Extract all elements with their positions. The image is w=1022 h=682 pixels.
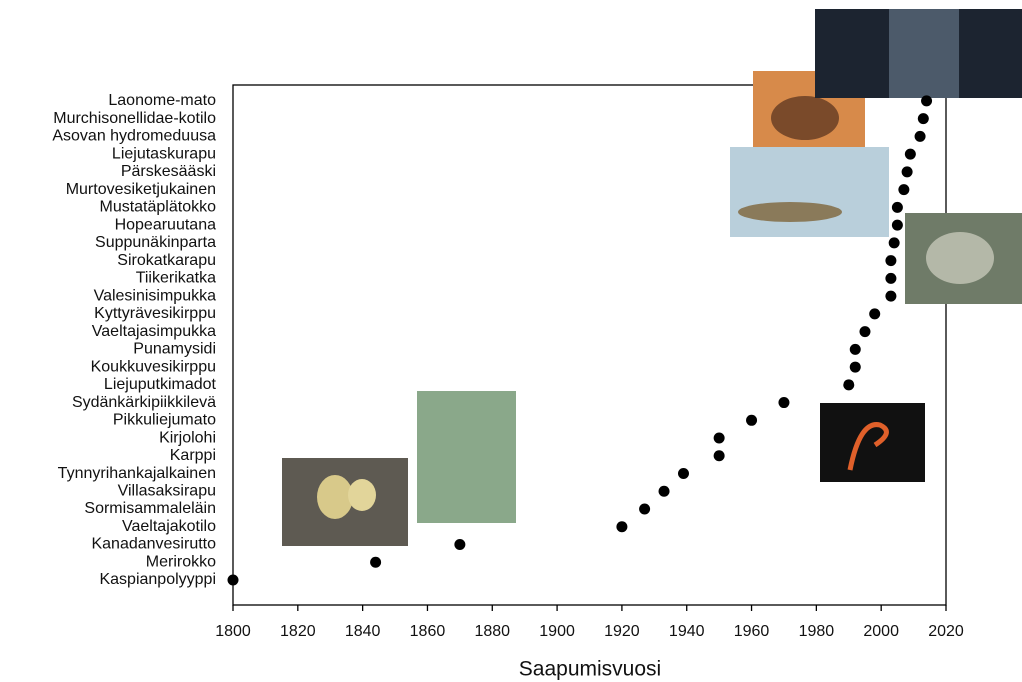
photo [730, 147, 889, 237]
dot [778, 397, 789, 408]
y-tick-label: Mustatäplätokko [99, 199, 216, 216]
dot [898, 184, 909, 195]
y-tick-label: Tynnyrihankajalkainen [58, 465, 216, 482]
dot [892, 202, 903, 213]
dot [659, 486, 670, 497]
photo-detail [738, 202, 842, 222]
y-tick-label: Laonome-mato [108, 92, 216, 109]
photo-detail [926, 232, 994, 284]
chart: Saapumisvuosi 1800 1820 1840 1860 1880 1900 19… [0, 0, 1022, 682]
y-tick-label: Karppi [170, 447, 216, 464]
dot [889, 237, 900, 248]
y-tick-label: Murchisonellidae-kotilo [53, 110, 216, 127]
x-tick-label: 2020 [928, 623, 964, 640]
x-tick-label: 1800 [215, 623, 251, 640]
y-tick-label: Suppunäkinparta [95, 234, 216, 251]
photo [417, 391, 516, 523]
dot [678, 468, 689, 479]
y-tick-label: Kanadanvesirutto [91, 536, 216, 553]
x-tick-label: 2000 [863, 623, 899, 640]
dot [869, 308, 880, 319]
dot [918, 113, 929, 124]
dot [228, 575, 239, 586]
x-tick-label: 1960 [734, 623, 770, 640]
dot [454, 539, 465, 550]
y-tick-label: Sormisammaleläin [84, 500, 216, 517]
dot [370, 557, 381, 568]
y-tick-label: Hopearuutana [115, 216, 217, 233]
y-tick-label: Valesinisimpukka [94, 287, 217, 304]
y-tick-label: Vaeltajakotilo [122, 518, 216, 535]
dot [714, 450, 725, 461]
y-tick-label: Sydänkärkipiikkilevä [72, 394, 216, 411]
x-axis-label: Saapumisvuosi [519, 658, 661, 681]
dot [885, 273, 896, 284]
x-tick-label: 1920 [604, 623, 640, 640]
dot [843, 379, 854, 390]
y-tick-label: Asovan hydromeduusa [52, 128, 216, 145]
y-tick-label: Sirokatkarapu [117, 252, 216, 269]
dot [616, 521, 627, 532]
photo-detail [348, 479, 376, 511]
photos [282, 9, 1022, 546]
x-tick-label: 1860 [410, 623, 446, 640]
y-tick-label: Koukkuvesikirppu [91, 358, 216, 375]
x-tick-label: 1940 [669, 623, 705, 640]
y-tick-label: Kaspianpolyyppi [99, 571, 216, 588]
dot [905, 149, 916, 160]
y-tick-label: Murtovesiketjukainen [66, 181, 216, 198]
x-tick-label: 1900 [539, 623, 575, 640]
x-tick-label: 1840 [345, 623, 381, 640]
photo [820, 403, 925, 482]
y-tick-label: Pikkuliejumato [113, 412, 216, 429]
x-tick-label: 1820 [280, 623, 316, 640]
y-tick-label: Pärskesääski [121, 163, 216, 180]
dot [746, 415, 757, 426]
x-tick-label: 1980 [799, 623, 835, 640]
dot [714, 433, 725, 444]
y-tick-label: Punamysidi [133, 341, 216, 358]
dot [885, 291, 896, 302]
dot [850, 362, 861, 373]
dot [850, 344, 861, 355]
y-tick-label: Merirokko [146, 553, 216, 570]
dot [921, 95, 932, 106]
dot [885, 255, 896, 266]
y-tick-label: Tiikerikatka [136, 270, 216, 287]
photo [889, 9, 959, 98]
photo-detail [771, 96, 839, 140]
dot [859, 326, 870, 337]
y-tick-label: Villasaksirapu [118, 482, 216, 499]
y-tick-label: Vaeltajasimpukka [92, 323, 216, 340]
dot [915, 131, 926, 142]
photo-detail [317, 475, 353, 519]
x-tick-label: 1880 [474, 623, 510, 640]
dot [892, 220, 903, 231]
y-tick-label: Kirjolohi [159, 429, 216, 446]
dot [902, 166, 913, 177]
y-tick-label: Kyttyrävesikirppu [94, 305, 216, 322]
y-tick-label: Liejutaskurapu [112, 145, 216, 162]
dot [639, 504, 650, 515]
y-tick-label: Liejuputkimadot [104, 376, 217, 393]
